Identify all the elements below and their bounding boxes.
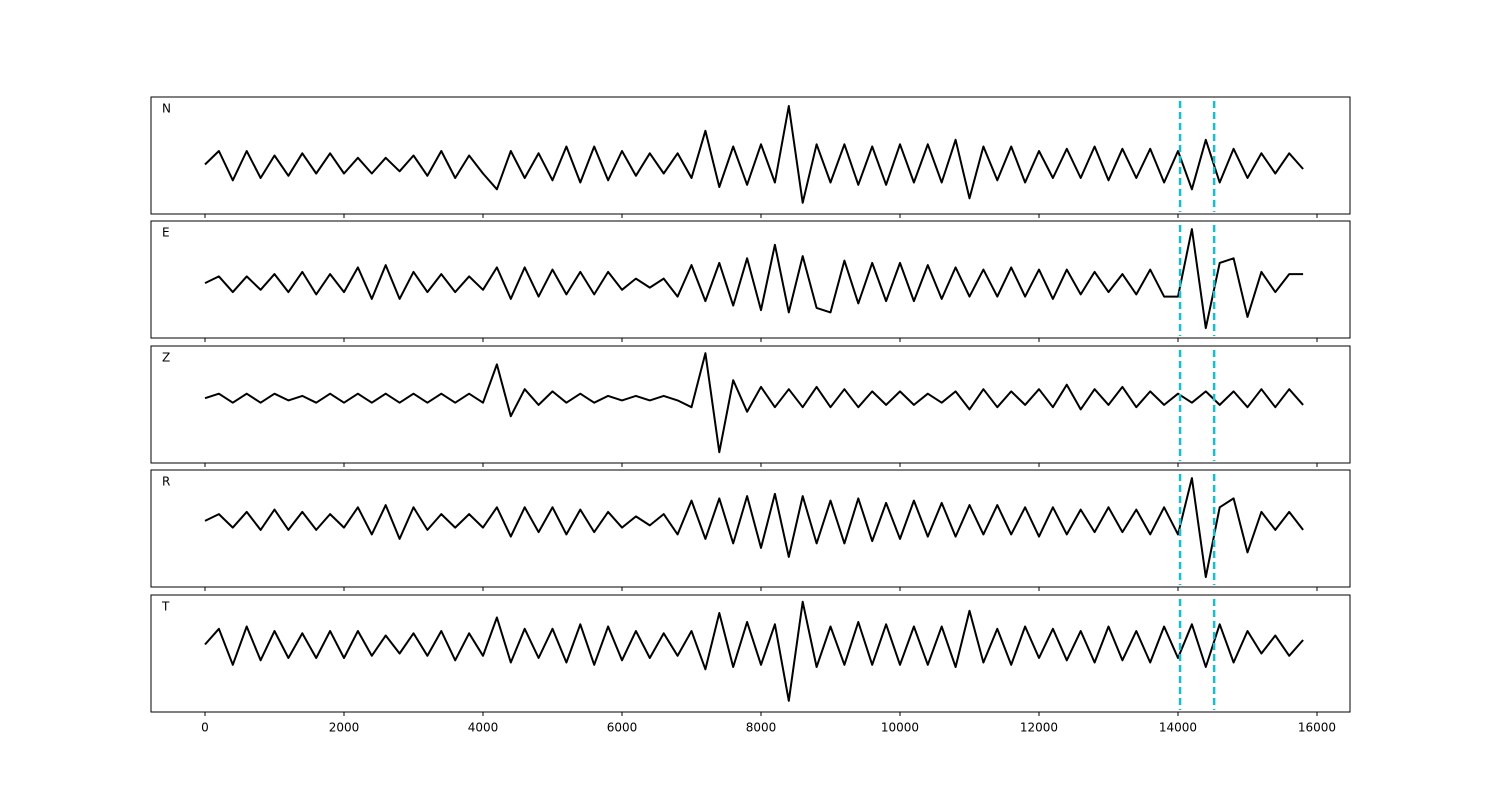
panel-label: R <box>162 475 170 489</box>
panel-frame <box>150 220 1351 339</box>
x-tick-label: 10000 <box>881 721 919 735</box>
panel-frame <box>150 345 1351 464</box>
panel-frame <box>150 96 1351 215</box>
x-tick-label: 16000 <box>1298 721 1336 735</box>
x-tick-label: 8000 <box>746 721 777 735</box>
panel-frame <box>150 594 1351 713</box>
x-tick-label: 4000 <box>468 721 499 735</box>
x-tick-label: 12000 <box>1020 721 1058 735</box>
trace <box>204 352 1304 454</box>
trace <box>204 600 1304 702</box>
x-tick-label: 0 <box>201 721 209 735</box>
trace <box>204 477 1304 579</box>
panel-frame <box>150 469 1351 588</box>
panel-label: E <box>162 226 170 240</box>
x-tick-label: 6000 <box>607 721 638 735</box>
x-tick-label: 14000 <box>1159 721 1197 735</box>
x-tick-label: 2000 <box>329 721 360 735</box>
trace <box>204 228 1304 330</box>
trace <box>204 105 1304 204</box>
panel-label: Z <box>162 351 170 365</box>
panel-label: T <box>161 600 170 614</box>
panel-label: N <box>162 102 171 116</box>
